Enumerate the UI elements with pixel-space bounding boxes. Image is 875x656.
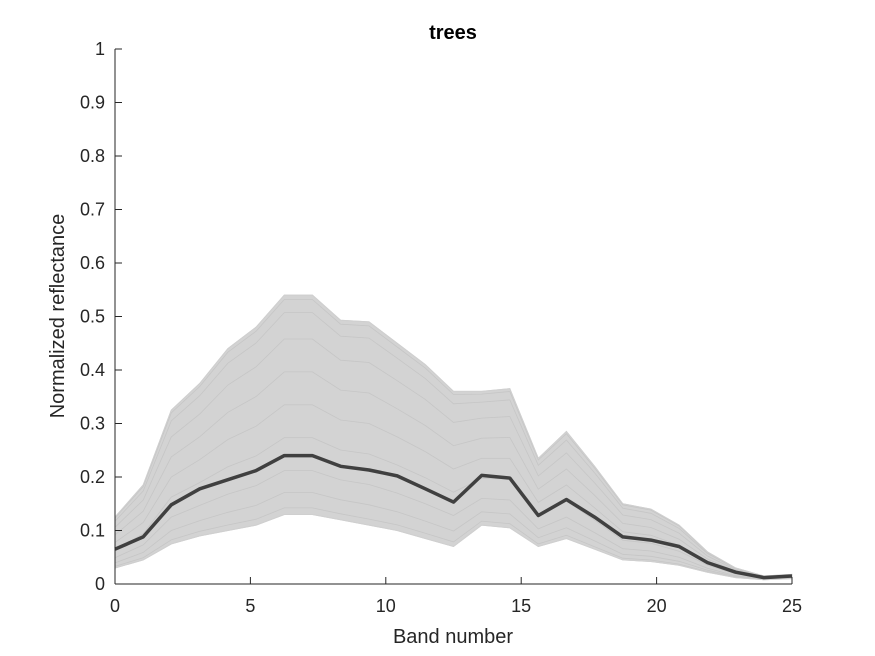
mean-spectrum-line	[114, 453, 793, 580]
y-tick-label: 0.2	[80, 467, 105, 487]
spectrum-line-1	[114, 492, 793, 580]
envelope-upper-line	[114, 294, 793, 577]
envelope-lower-line	[114, 514, 793, 581]
x-tick-label: 5	[245, 596, 255, 616]
y-tick-label: 0.1	[80, 521, 105, 541]
envelope-layer	[114, 294, 793, 581]
y-tick-label: 0.7	[80, 200, 105, 220]
spectrum-line-8	[114, 299, 793, 577]
x-tick-label: 10	[376, 596, 396, 616]
spectrum-line-2	[114, 470, 793, 580]
spectrum-line-5	[114, 371, 793, 578]
y-tick-label: 0.4	[80, 360, 105, 380]
spectrum-line-3	[114, 437, 793, 579]
y-tick-label: 0.5	[80, 307, 105, 327]
x-axis-title: Band number	[393, 626, 513, 648]
series-layer	[114, 453, 793, 580]
y-axis-title: Normalized reflectance	[47, 214, 69, 419]
x-tick-label: 25	[782, 596, 802, 616]
chart-title: trees	[429, 22, 477, 44]
spectrum-line-7	[114, 312, 793, 577]
y-tick-label: 0.6	[80, 253, 105, 273]
y-tick-label: 0.3	[80, 414, 105, 434]
y-tick-label: 0	[95, 574, 105, 594]
spectrum-line-0	[114, 507, 793, 581]
y-tick-label: 0.9	[80, 93, 105, 113]
y-tick-label: 1	[95, 39, 105, 59]
x-tick-label: 0	[110, 596, 120, 616]
y-tick-label: 0.8	[80, 146, 105, 166]
x-tick-label: 15	[511, 596, 531, 616]
axes-layer: 00.10.20.30.40.50.60.70.80.910 5 10 15 20 25	[80, 39, 802, 616]
x-tick-label: 20	[647, 596, 667, 616]
spectrum-line-6	[114, 338, 793, 578]
